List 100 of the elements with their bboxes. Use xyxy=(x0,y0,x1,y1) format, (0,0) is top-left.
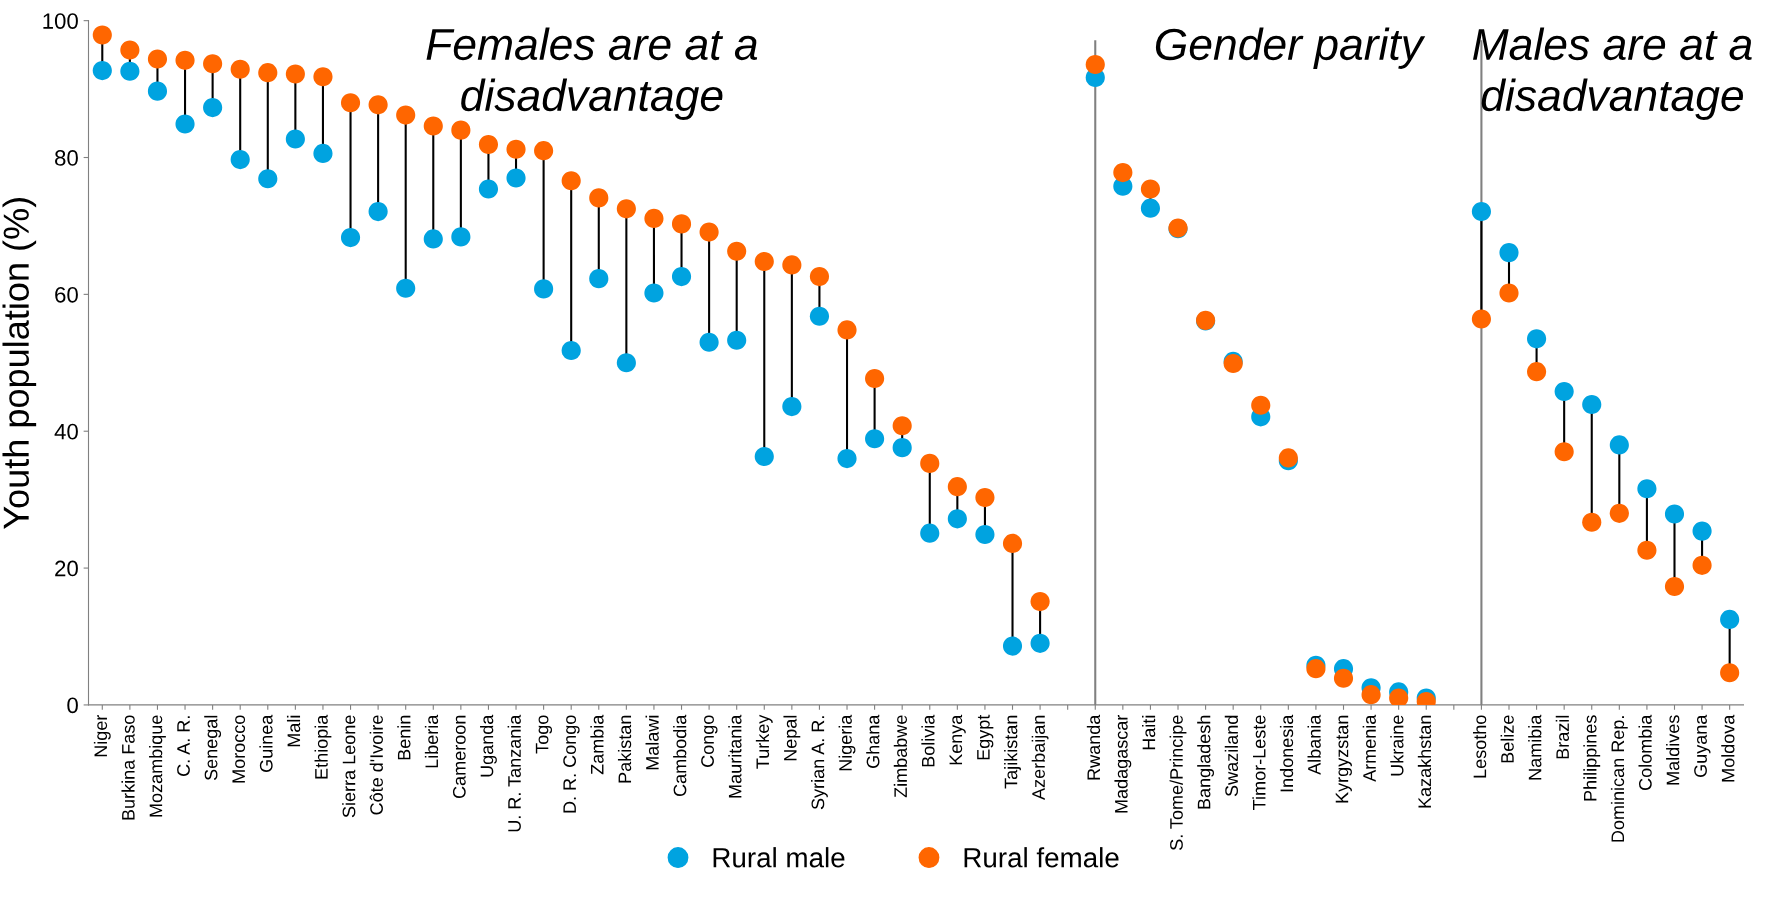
x-tick-label: Ethiopia xyxy=(314,714,332,779)
x-tick-label: Turkey xyxy=(755,714,773,769)
point xyxy=(340,93,361,113)
y-tick-label: 20 xyxy=(55,560,78,577)
x-tick-label: Kazakhstan xyxy=(1417,715,1432,808)
point xyxy=(671,214,692,234)
point xyxy=(1554,381,1574,402)
point xyxy=(865,429,885,449)
point xyxy=(809,306,830,326)
point xyxy=(1002,636,1023,656)
point xyxy=(1251,395,1271,415)
x-tick-label: Cambodia xyxy=(673,714,687,797)
point xyxy=(1002,533,1023,554)
annotation: Gender parity xyxy=(1155,27,1426,69)
point xyxy=(396,278,416,298)
x-tick-label: Egypt xyxy=(977,714,994,760)
x-tick-label: Albania xyxy=(1307,714,1321,775)
x-tick-label: Bangladesh xyxy=(1197,715,1215,809)
point xyxy=(727,330,747,350)
x-tick-label: Malawi xyxy=(645,715,659,770)
point xyxy=(313,143,333,163)
x-tick-label: Tajikistan xyxy=(1004,715,1021,789)
point xyxy=(1582,512,1602,532)
point xyxy=(1720,663,1740,683)
point xyxy=(644,283,664,303)
x-tick-label: Guinea xyxy=(259,714,273,772)
point xyxy=(1471,309,1491,329)
x-tick-label: Pakistan xyxy=(617,715,632,783)
x-tick-label: Ukraine xyxy=(1390,715,1404,776)
y-axis-title: Youth population (%) xyxy=(2,198,37,529)
x-tick-label: Nepal xyxy=(783,715,801,761)
point xyxy=(506,168,526,188)
point xyxy=(1527,329,1547,349)
point xyxy=(644,208,664,228)
legend-label: Rural male xyxy=(713,847,845,868)
point xyxy=(1333,668,1354,688)
point xyxy=(147,81,168,101)
point xyxy=(1527,362,1547,382)
point xyxy=(396,105,416,125)
point xyxy=(754,446,774,467)
point xyxy=(1692,521,1712,541)
point xyxy=(837,449,857,469)
point xyxy=(616,353,636,373)
point xyxy=(1582,394,1602,415)
point xyxy=(1085,54,1105,75)
point xyxy=(1637,540,1657,560)
point xyxy=(892,438,912,458)
x-tick-label: U. R. Tanzania xyxy=(507,714,521,832)
x-tick-label: Mauritania xyxy=(728,714,742,798)
point xyxy=(203,97,223,118)
point xyxy=(313,67,333,87)
point xyxy=(258,63,278,83)
point xyxy=(782,397,802,417)
point xyxy=(1471,201,1491,222)
point xyxy=(892,416,912,436)
x-tick-label: Burkina Faso xyxy=(121,715,135,820)
point xyxy=(478,134,499,155)
point xyxy=(1389,688,1409,705)
point xyxy=(120,40,140,60)
x-tick-label: Ghana xyxy=(866,714,880,768)
point xyxy=(947,477,967,497)
point xyxy=(754,251,774,272)
point xyxy=(561,340,581,361)
x-tick-label: Azerbaijan xyxy=(1031,715,1049,800)
point xyxy=(368,95,388,115)
point xyxy=(120,61,140,81)
point xyxy=(616,199,636,219)
point xyxy=(1664,576,1685,597)
point xyxy=(589,269,609,289)
x-tick-label: Colombia xyxy=(1638,714,1652,790)
point xyxy=(699,332,719,352)
x-tick-label: Belize xyxy=(1500,715,1514,763)
y-tick-label: 40 xyxy=(54,423,78,440)
point xyxy=(920,523,940,543)
point xyxy=(285,64,305,84)
point xyxy=(947,509,967,529)
x-tick-label: Moldova xyxy=(1721,714,1735,782)
x-tick-label: Brazil xyxy=(1555,715,1570,759)
point xyxy=(1499,243,1519,263)
y-tick-label: 100 xyxy=(43,13,78,29)
x-tick-label: Nigeria xyxy=(838,714,856,771)
point xyxy=(589,188,609,208)
annotation: Females are at a disadvantage xyxy=(426,27,758,121)
point xyxy=(1140,179,1160,199)
x-tick-label: Armenia xyxy=(1362,714,1376,782)
point xyxy=(1030,633,1050,653)
x-tick-label: Kenya xyxy=(949,714,966,765)
point xyxy=(1140,198,1160,218)
point xyxy=(478,179,499,199)
point xyxy=(975,488,995,508)
point xyxy=(147,49,168,69)
point xyxy=(1609,435,1629,455)
point xyxy=(699,222,719,242)
x-tick-label: Uganda xyxy=(480,714,497,777)
x-tick-label: Philippines xyxy=(1583,715,1601,801)
x-tick-label: Cameroon xyxy=(452,715,466,799)
x-tick-label: Namibia xyxy=(1528,714,1542,780)
x-tick-label: Lesotho xyxy=(1473,715,1487,778)
point xyxy=(1030,592,1050,612)
point xyxy=(837,320,857,340)
